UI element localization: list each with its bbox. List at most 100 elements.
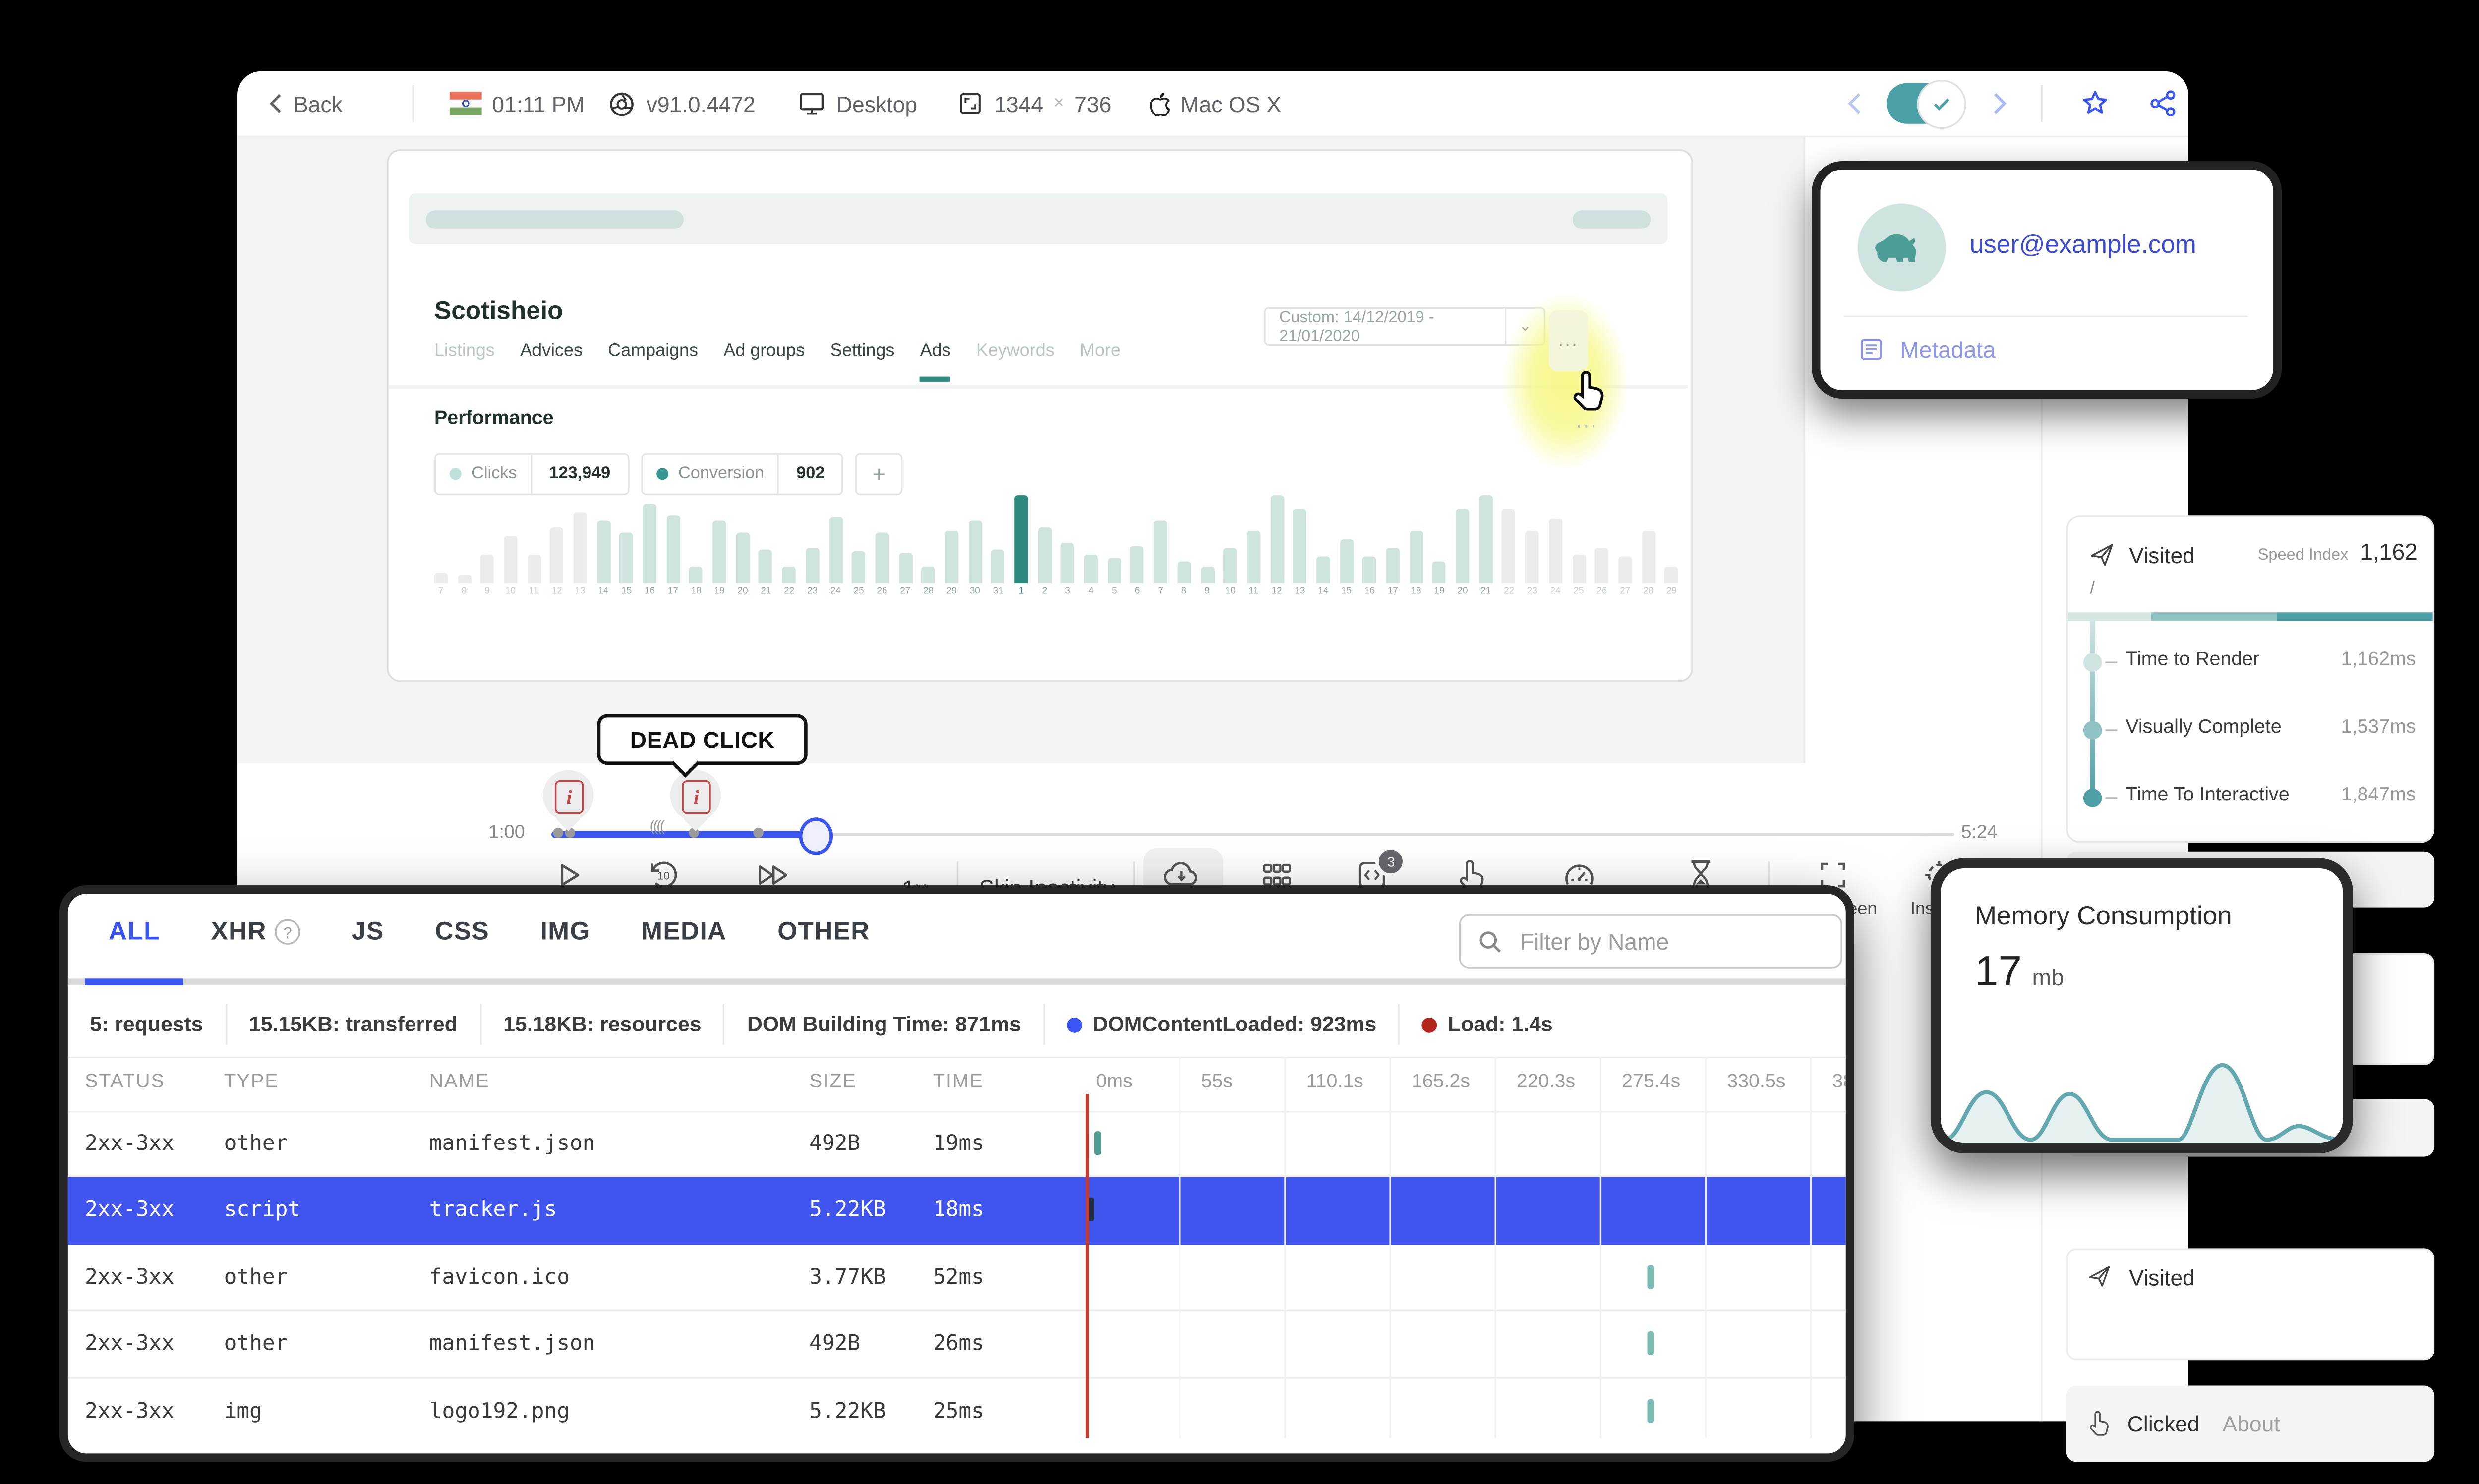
desktop-icon (800, 93, 824, 115)
site-title: Scotisheio (434, 296, 563, 326)
network-tab-js[interactable]: JS (352, 917, 384, 947)
os-label: Mac OS X (1180, 91, 1282, 116)
site-tab-advices[interactable]: Advices (520, 341, 583, 361)
chart-bar: 5 (1103, 485, 1126, 597)
event-row-clicked-about[interactable]: Clicked About (2066, 1385, 2435, 1462)
dead-click-label: DEAD CLICK (630, 727, 775, 752)
site-tab-settings[interactable]: Settings (830, 341, 895, 361)
column-header-time[interactable]: TIME (933, 1072, 984, 1092)
conversion-chip[interactable]: Conversion 902 (641, 453, 843, 496)
network-request-row[interactable]: 2xx-3xx other manifest.json 492B 26ms (67, 1312, 1846, 1378)
playback-timeline[interactable]: 1:00 (((( 5:24 (237, 811, 2041, 858)
bookmark-button[interactable] (2080, 71, 2111, 136)
apple-icon (1150, 92, 1170, 116)
help-icon[interactable]: ? (275, 919, 301, 945)
add-metric-button[interactable]: + (855, 453, 903, 496)
waterfall-bar (1094, 1131, 1101, 1155)
chart-bar: 10 (499, 485, 522, 597)
load-phase-bar (2068, 612, 2433, 621)
session-time: 01:11 PM (449, 71, 585, 136)
share-button[interactable] (2148, 71, 2179, 136)
column-header-status[interactable]: STATUS (85, 1072, 165, 1092)
column-header-size[interactable]: SIZE (809, 1072, 857, 1092)
memory-consumption-card: Memory Consumption 17 mb (1930, 858, 2353, 1153)
speed-index-value: 1,162 (2360, 539, 2418, 565)
chart-bar: 17 (661, 485, 685, 597)
tabs-track (67, 978, 1846, 985)
metric-timeline-line (2090, 621, 2095, 796)
user-email[interactable]: user@example.com (1969, 230, 2196, 260)
console-error-badge: 3 (1375, 846, 1407, 877)
timeline-track[interactable] (814, 832, 1954, 836)
chart-bar: 4 (1079, 485, 1103, 597)
metadata-button[interactable]: Metadata (1858, 336, 1996, 363)
next-session-button[interactable] (1992, 71, 2008, 136)
memory-title: Memory Consumption (1974, 902, 2232, 931)
autoplay-toggle[interactable] (1886, 79, 1966, 129)
network-tab-css[interactable]: CSS (435, 917, 489, 947)
network-request-row[interactable]: 2xx-3xx img logo192.png 5.22KB 25ms (68, 1378, 1846, 1443)
chart-bar: 10 (1219, 485, 1242, 597)
site-tab-more[interactable]: More (1080, 341, 1121, 361)
back-button[interactable]: Back (268, 71, 343, 136)
site-tab-campaigns[interactable]: Campaigns (608, 341, 699, 361)
status-dot (1422, 1017, 1438, 1032)
network-tab-img[interactable]: IMG (540, 917, 590, 947)
conversion-value: 902 (796, 464, 825, 484)
column-header-type[interactable]: TYPE (224, 1072, 279, 1092)
skeleton-bar (1572, 210, 1651, 229)
summary-stat: DOM Building Time: 871ms (725, 1004, 1045, 1045)
filter-field[interactable] (1459, 914, 1842, 969)
site-tab-ads[interactable]: Ads (920, 341, 951, 382)
timeline-progress[interactable] (551, 831, 815, 837)
chart-bar: 6 (1126, 485, 1149, 597)
chart-bar: 29 (940, 485, 963, 597)
issue-marker-dead-click[interactable]: i (670, 770, 721, 827)
date-range-select[interactable]: Custom: 14/12/2019 - 21/01/2020 ⌄ (1264, 307, 1546, 346)
column-header-name[interactable]: NAME (429, 1072, 490, 1092)
performance-bar-chart: 7 8 9 10 11 12 13 14 15 16 17 18 19 20 21 22 23 24 25 26 27 2… (429, 485, 1685, 597)
network-tab-media[interactable]: MEDIA (641, 917, 727, 947)
site-tab-listings[interactable]: Listings (434, 341, 495, 361)
chart-bar: 12 (545, 485, 569, 597)
clicks-chip[interactable]: Clicks 123,949 (434, 453, 629, 496)
site-tab-keywords[interactable]: Keywords (976, 341, 1055, 361)
chart-bar: 9 (1195, 485, 1219, 597)
chart-bar: 13 (1289, 485, 1312, 597)
performance-section-title: Performance (434, 408, 554, 429)
sidebar-divider (2041, 207, 2043, 1422)
issue-marker[interactable]: i (542, 770, 594, 827)
viewport-resolution: 1344 × 736 (957, 71, 1111, 136)
waterfall-tick: 385.6 (1832, 1072, 1854, 1092)
avatar (1857, 203, 1946, 292)
network-tab-all[interactable]: ALL (108, 917, 160, 947)
chart-bar: 14 (592, 485, 615, 597)
device-type: Desktop (797, 71, 917, 136)
visited-event-card[interactable]: Visited Speed Index 1,162 / Time to Rend… (2066, 515, 2435, 843)
load-event-line (1085, 1093, 1089, 1438)
site-tab-ad-groups[interactable]: Ad groups (723, 341, 805, 361)
overflow-menu-button[interactable]: ... (1549, 310, 1588, 372)
event-row-visited[interactable]: Visited (2066, 1248, 2435, 1361)
network-tab-xhr[interactable]: XHR? (211, 917, 301, 946)
chart-bar: 15 (1335, 485, 1358, 597)
filter-input[interactable] (1516, 926, 1812, 956)
waterfall-tick: 220.3s (1516, 1072, 1576, 1092)
waterfall-gridline (1599, 1056, 1602, 1438)
section-overflow-dots[interactable]: ... (1576, 408, 1598, 433)
chart-bar: 19 (708, 485, 731, 597)
chart-bar: 28 (1637, 485, 1660, 597)
network-tab-other[interactable]: OTHER (777, 917, 870, 947)
chrome-icon (610, 92, 634, 115)
network-request-row[interactable]: 2xx-3xx other favicon.ico 3.77KB 52ms (67, 1245, 1846, 1312)
chart-bar: 24 (1544, 485, 1567, 597)
prev-session-button[interactable] (1846, 71, 1863, 136)
user-identity-card: user@example.com Metadata (1812, 161, 2282, 399)
playhead-handle[interactable] (799, 817, 833, 855)
toggle-knob (1917, 79, 1966, 129)
network-request-row[interactable]: 2xx-3xx script tracker.js 5.22KB 18ms (67, 1177, 1846, 1245)
chart-bar: 15 (615, 485, 638, 597)
network-request-row[interactable]: 2xx-3xx other manifest.json 492B 19ms (67, 1111, 1846, 1178)
chart-bar: 8 (453, 485, 476, 597)
waterfall-tick: 55s (1201, 1072, 1233, 1092)
